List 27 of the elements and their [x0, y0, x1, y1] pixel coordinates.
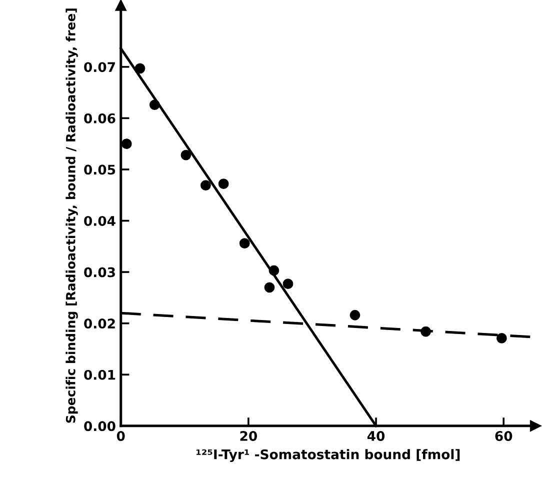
y-tick-label: 0.07 [84, 62, 115, 72]
point [282, 278, 294, 290]
point [496, 333, 507, 344]
x-tick-label: 20 [240, 431, 257, 441]
point [218, 178, 229, 190]
y-axis-title: Specific binding [Radioactivity, bound / Radioactivity, free] [66, 8, 78, 423]
point [134, 63, 146, 74]
point [200, 180, 211, 191]
y-tick-label: 0.01 [84, 370, 116, 380]
x-axis-title: ¹²⁵I-Tyr¹ -Somatostatin bound [fmol] [196, 449, 460, 462]
point [350, 310, 360, 320]
point [180, 150, 192, 160]
point [420, 326, 431, 337]
y-tick-label: 0.04 [84, 216, 116, 226]
point [149, 100, 160, 110]
y-tick-label: 0.00 [84, 421, 116, 432]
x-tick-label: 60 [495, 431, 512, 441]
point [121, 138, 132, 150]
y-tick-label: 0.02 [84, 318, 115, 329]
point [239, 238, 250, 249]
y-tick-label: 0.03 [84, 267, 115, 278]
y-tick-label: 0.06 [84, 113, 116, 124]
point [268, 265, 280, 276]
y-tick-label: 0.05 [84, 164, 116, 175]
x-tick-label: 0 [116, 431, 125, 441]
point [264, 282, 275, 293]
x-tick-label: 40 [367, 431, 385, 441]
